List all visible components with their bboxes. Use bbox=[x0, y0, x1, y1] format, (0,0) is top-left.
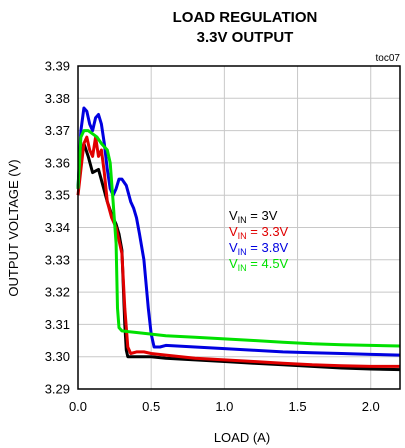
x-tick-label: 2.0 bbox=[362, 399, 380, 414]
legend-entry: VIN = 4.5V bbox=[229, 256, 289, 273]
x-tick-label: 0.0 bbox=[69, 399, 87, 414]
chart-subtitle: 3.3V OUTPUT bbox=[197, 29, 294, 46]
plot-frame bbox=[77, 65, 401, 390]
y-tick-label: 3.37 bbox=[45, 123, 70, 138]
y-tick-label: 3.32 bbox=[45, 285, 70, 300]
x-tick-label: 1.0 bbox=[215, 399, 233, 414]
y-tick-label: 3.31 bbox=[45, 317, 70, 332]
series-lines bbox=[76, 106, 401, 372]
figure-tag: toc07 bbox=[376, 53, 401, 64]
y-tick-label: 3.39 bbox=[45, 59, 70, 74]
y-axis-label: OUTPUT VOLTAGE (V) bbox=[6, 159, 21, 296]
legend-entry: VIN = 3V bbox=[229, 208, 278, 225]
y-tick-label: 3.29 bbox=[45, 382, 70, 397]
y-tick-label: 3.30 bbox=[45, 349, 70, 364]
legend-entry: VIN = 3.3V bbox=[229, 224, 289, 241]
y-tick-label: 3.36 bbox=[45, 155, 70, 170]
x-tick-label: 0.5 bbox=[142, 399, 160, 414]
y-tick-label: 3.33 bbox=[45, 252, 70, 267]
legend-entry: VIN = 3.8V bbox=[229, 240, 289, 257]
series-line bbox=[76, 142, 401, 372]
series-line bbox=[76, 129, 401, 348]
series-line bbox=[76, 106, 401, 357]
y-axis-ticks: 3.29 3.30 3.31 3.32 3.33 3.34 3.35 3.36 3.37 3.38… bbox=[45, 59, 70, 397]
y-tick-label: 3.34 bbox=[45, 220, 70, 235]
y-tick-label: 3.38 bbox=[45, 91, 70, 106]
series-line bbox=[76, 135, 400, 368]
chart-title: LOAD REGULATION bbox=[173, 9, 318, 26]
x-axis-ticks: 0.0 0.5 1.0 1.5 2.0 bbox=[69, 399, 380, 414]
x-axis-label: LOAD (A) bbox=[214, 430, 270, 445]
y-tick-label: 3.35 bbox=[45, 188, 70, 203]
x-tick-label: 1.5 bbox=[289, 399, 307, 414]
